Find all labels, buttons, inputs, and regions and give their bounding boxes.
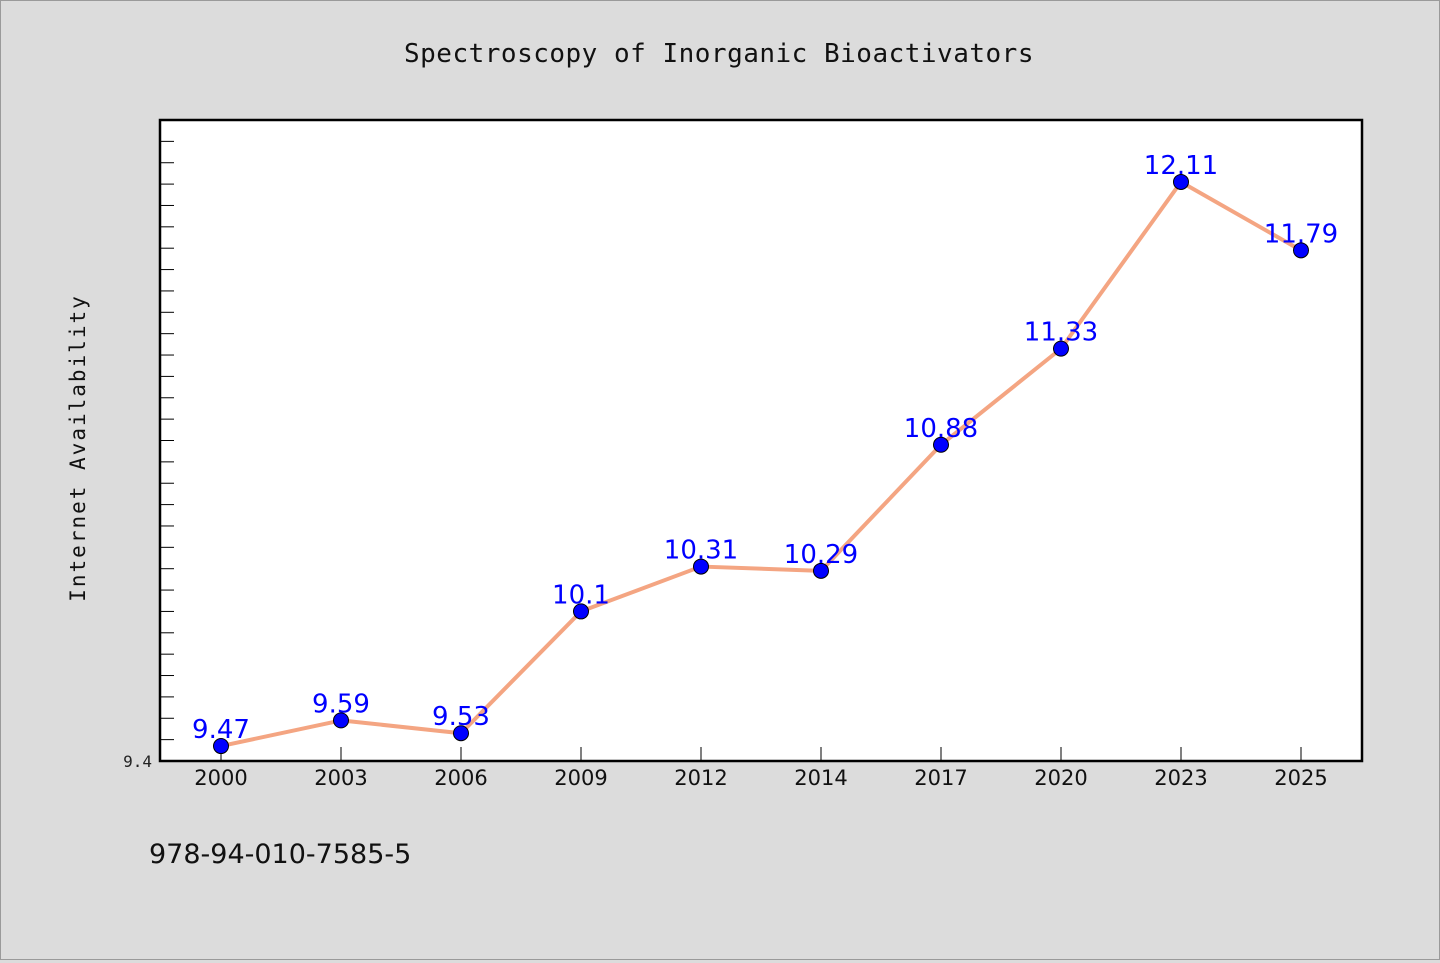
data-label: 10.29	[784, 540, 858, 570]
x-tick-label: 2020	[1034, 766, 1087, 790]
x-tick-label: 2012	[674, 766, 727, 790]
data-point	[813, 562, 829, 579]
data-point	[573, 603, 589, 620]
data-label: 9.53	[432, 702, 490, 732]
data-label: 10.1	[552, 580, 610, 610]
y-axis-label: Internet Availability	[66, 294, 90, 602]
data-label: 9.47	[192, 715, 250, 745]
data-label: 11.79	[1264, 219, 1338, 249]
data-point	[333, 712, 349, 729]
x-tick-label: 2025	[1274, 766, 1327, 790]
plot-area	[158, 118, 1364, 763]
x-axis-ticks: 2000 2003 2006 2009 2012 2014 2017 2020 2023 2025	[194, 747, 1328, 790]
x-tick-label: 2006	[434, 766, 487, 790]
data-point	[213, 738, 229, 755]
x-tick-label: 2014	[794, 766, 847, 790]
x-tick-label: 2003	[314, 766, 367, 790]
x-tick-label: 2009	[554, 766, 607, 790]
series-line	[219, 179, 1303, 749]
y-axis-ticks: 9.4	[123, 140, 174, 771]
x-tick-label: 2017	[914, 766, 967, 790]
x-tick-label: 2000	[194, 766, 247, 790]
data-label: 12.11	[1144, 151, 1218, 181]
y-tick-label: 9.4	[123, 752, 152, 771]
data-label: 10.88	[904, 414, 978, 444]
data-point	[693, 558, 709, 575]
x-tick-label: 2023	[1154, 766, 1207, 790]
chart-title: Spectroscopy of Inorganic Bioactivators	[404, 39, 1034, 69]
data-point	[1173, 173, 1189, 190]
data-point	[453, 725, 469, 742]
data-point	[1053, 340, 1069, 357]
footer-text: 978-94-010-7585-5	[149, 839, 411, 870]
data-label: 11.33	[1024, 318, 1098, 348]
data-point	[933, 436, 949, 453]
data-point	[1293, 242, 1309, 259]
data-series	[213, 173, 1309, 755]
data-label: 9.59	[312, 689, 370, 719]
data-labels: 9.47 9.59 9.53 10.1 10.31 10.29 10.88 11.33 12.1…	[192, 151, 1338, 745]
data-label: 10.31	[664, 536, 738, 566]
